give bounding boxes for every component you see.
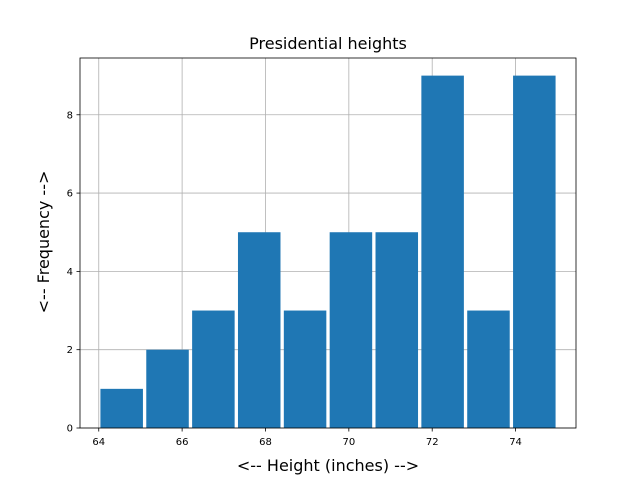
histogram-bar: [421, 75, 464, 428]
y-tick-label: 4: [67, 267, 73, 278]
x-tick-label: 70: [342, 437, 355, 448]
histogram-bar: [237, 232, 281, 428]
histogram-bar: [146, 349, 189, 428]
x-tick-label: 74: [509, 437, 522, 448]
y-tick-label: 0: [67, 424, 73, 435]
y-tick-label: 8: [67, 110, 73, 121]
y-axis-label: <-- Frequency -->: [34, 171, 53, 314]
histogram-bar: [100, 388, 143, 428]
histogram-bar: [467, 310, 510, 428]
histogram-bar: [329, 232, 373, 428]
y-axis-ticks: 0 2 4 6 8: [67, 110, 80, 435]
y-tick-label: 6: [67, 189, 73, 200]
x-tick-label: 68: [259, 437, 272, 448]
histogram-bar: [513, 75, 556, 428]
histogram-bars: [100, 75, 556, 428]
x-axis-ticks: 64 66 68 70 72 74: [92, 428, 522, 448]
histogram-bar: [192, 310, 235, 428]
histogram-bar: [375, 232, 419, 428]
histogram-bar: [283, 310, 327, 428]
x-axis-label: <-- Height (inches) -->: [237, 456, 419, 475]
x-tick-label: 72: [426, 437, 439, 448]
y-tick-label: 2: [67, 345, 73, 356]
plot-frame: [79, 57, 577, 429]
chart-title: Presidential heights: [249, 34, 407, 53]
x-tick-label: 64: [92, 437, 105, 448]
x-tick-label: 66: [176, 437, 189, 448]
